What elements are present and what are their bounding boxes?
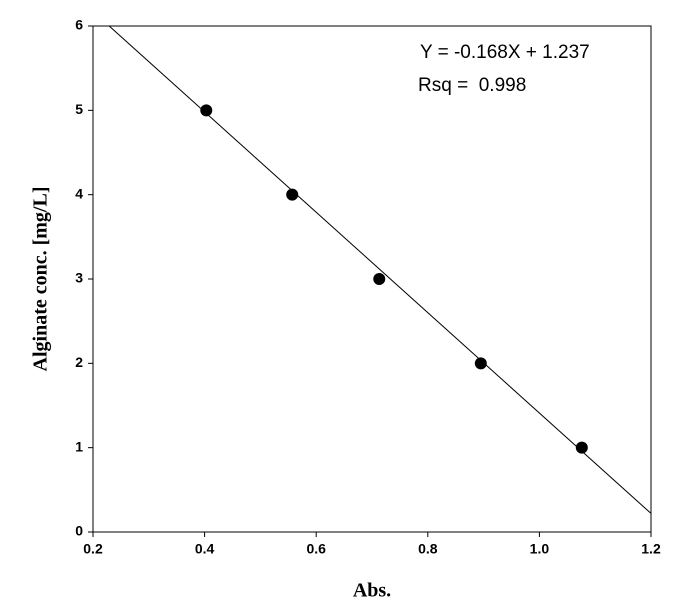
x-tick-label: 1.0 (530, 541, 550, 557)
fit-line (108, 25, 652, 514)
x-tick-label: 1.2 (641, 541, 661, 557)
x-tick-label: 0.2 (83, 541, 103, 557)
data-point (474, 357, 487, 370)
data-point (575, 441, 588, 454)
y-tick-label: 0 (75, 523, 83, 539)
plot-frame (92, 25, 652, 533)
x-tick-label: 0.6 (306, 541, 326, 557)
y-tick-label: 1 (75, 438, 83, 454)
equation-annotation: Y = -0.168X + 1.237 (420, 42, 590, 63)
y-tick-label: 5 (75, 101, 83, 117)
x-tick-label: 0.4 (195, 541, 215, 557)
data-point (200, 104, 213, 117)
data-point (286, 188, 299, 201)
y-tick-label: 6 (75, 17, 83, 33)
y-axis-title: Alginate conc. [mg/L] (30, 187, 52, 372)
x-axis-title: Abs. (353, 580, 391, 602)
y-tick-label: 4 (75, 185, 83, 201)
x-tick-label: 0.8 (418, 541, 438, 557)
y-tick-label: 2 (75, 354, 83, 370)
y-tick-label: 3 (75, 270, 83, 286)
data-point (373, 273, 386, 285)
rsq-annotation: Rsq = 0.998 (418, 75, 526, 96)
